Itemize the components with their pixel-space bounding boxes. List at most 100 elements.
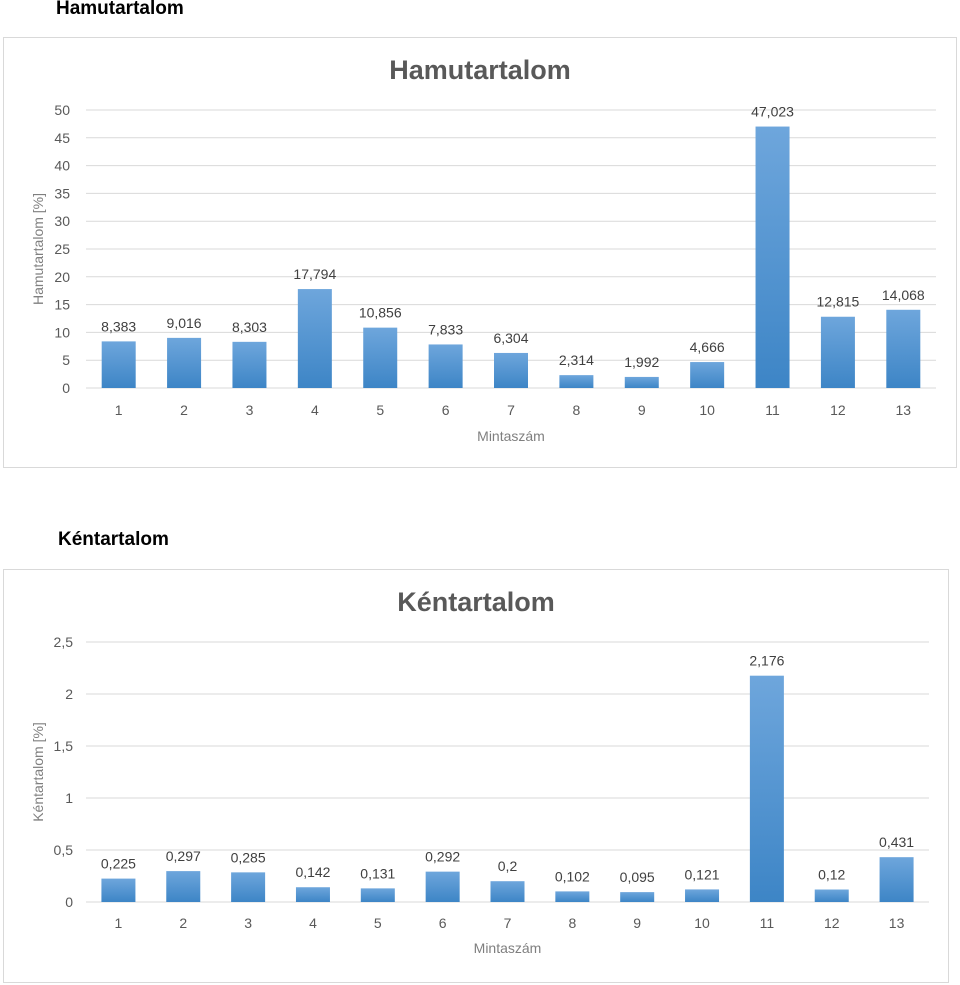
chart-2-data-label: 0,431 [879, 834, 914, 850]
chart-1-xtick-label: 12 [830, 402, 846, 418]
chart-1-ytick-label: 25 [54, 241, 70, 257]
chart-2-bar [685, 889, 720, 902]
chart-1-data-label: 8,383 [101, 318, 136, 334]
chart-2-xtick-label: 10 [694, 915, 710, 931]
chart-2-bar [101, 878, 136, 902]
chart-1-data-label: 1,992 [624, 354, 659, 370]
chart-2-ytick-label: 2,5 [54, 634, 74, 650]
chart-2-xtick-label: 5 [374, 915, 382, 931]
chart-1-xtick-label: 1 [115, 402, 123, 418]
chart-2-bar [749, 675, 784, 902]
chart-2-xlabel: Mintaszám [474, 940, 542, 956]
section-heading-hamutartalom: Hamutartalom [56, 0, 184, 19]
chart-1-bar [559, 375, 594, 388]
chart-2-bar [166, 871, 201, 902]
chart-1-ytick-label: 50 [54, 102, 70, 118]
chart-1-ytick-label: 0 [62, 380, 70, 396]
chart-2-data-label: 0,121 [685, 866, 720, 882]
chart-1-ylabel: Hamutartalom [%] [30, 193, 46, 305]
chart-1-ytick-label: 10 [54, 324, 70, 340]
chart-2-bar [360, 888, 395, 902]
chart-1-data-label: 12,815 [817, 294, 860, 310]
chart-1-bar [297, 289, 332, 388]
chart-2-bar [425, 871, 460, 902]
chart-1-data-label: 10,856 [359, 305, 402, 321]
chart-2-data-label: 2,176 [749, 653, 784, 669]
chart-1-xtick-label: 8 [572, 402, 580, 418]
chart-2-ytick-label: 0,5 [54, 842, 74, 858]
chart-1-bar [428, 344, 463, 388]
chart-2-xtick-label: 1 [115, 915, 123, 931]
chart-1-ytick-label: 20 [54, 269, 70, 285]
chart-2-ylabel: Kéntartalom [%] [30, 722, 46, 822]
chart-2-ytick-label: 1 [65, 790, 73, 806]
section-heading-kentartalom: Kéntartalom [58, 529, 169, 550]
chart-2-data-label: 0,285 [231, 849, 266, 865]
chart-frame-kentartalom [3, 569, 949, 983]
chart-2-bar [231, 872, 266, 902]
chart-2-xtick-label: 7 [504, 915, 512, 931]
chart-1-bar [886, 309, 921, 388]
chart-frame-hamutartalom [3, 37, 957, 468]
chart-1-title: Hamutartalom [389, 55, 571, 85]
chart-1-xtick-label: 9 [638, 402, 646, 418]
chart-1-bar [494, 352, 528, 388]
chart-2-xtick-label: 2 [179, 915, 187, 931]
chart-1-bar [167, 337, 202, 388]
chart-1-xtick-label: 5 [376, 402, 384, 418]
chart-1-data-label: 9,016 [167, 315, 202, 331]
chart-1-xtick-label: 4 [311, 402, 319, 418]
chart-2-xtick-label: 4 [309, 915, 317, 931]
chart-1-xtick-label: 3 [246, 402, 254, 418]
chart-1-xtick-label: 11 [765, 402, 780, 418]
chart-1-data-label: 47,023 [751, 104, 794, 120]
chart-1-bar [624, 376, 659, 388]
chart-1-xtick-label: 6 [442, 402, 450, 418]
chart-2-xtick-label: 8 [568, 915, 576, 931]
chart-2-data-label: 0,12 [818, 867, 845, 883]
chart-2-bar [814, 889, 849, 902]
chart-1-ytick-label: 40 [54, 158, 70, 174]
chart-2-xtick-label: 6 [439, 915, 447, 931]
chart-1-bar [690, 362, 725, 388]
chart-1-xtick-label: 7 [507, 402, 515, 418]
chart-2-title: Kéntartalom [397, 587, 555, 617]
chart-2-xtick-label: 9 [633, 915, 641, 931]
chart-2-bar [879, 857, 914, 902]
chart-2-bar [555, 891, 590, 902]
chart-2-data-label: 0,131 [360, 865, 395, 881]
chart-1-bar [755, 126, 790, 388]
chart-1-ytick-label: 35 [54, 185, 70, 201]
chart-2-data-label: 0,142 [295, 864, 330, 880]
chart-2-data-label: 0,2 [498, 858, 518, 874]
chart-1-bar [363, 327, 398, 388]
chart-1-ytick-label: 45 [54, 130, 70, 146]
chart-2-ytick-label: 1,5 [54, 738, 74, 754]
chart-1-data-label: 4,666 [690, 339, 725, 355]
chart-2-xtick-label: 3 [244, 915, 252, 931]
chart-2-data-label: 0,095 [620, 869, 655, 885]
chart-1-data-label: 6,304 [493, 330, 528, 346]
chart-1-xtick-label: 2 [180, 402, 188, 418]
chart-2-data-label: 0,292 [425, 849, 460, 865]
chart-1-xtick-label: 13 [896, 402, 912, 418]
chart-2-data-label: 0,102 [555, 868, 590, 884]
chart-2-data-label: 0,297 [166, 848, 201, 864]
chart-2-bar [295, 887, 330, 902]
chart-1-xtick-label: 10 [699, 402, 715, 418]
chart-2-xtick-label: 11 [760, 915, 775, 931]
chart-2-xtick-label: 13 [889, 915, 905, 931]
chart-1-ytick-label: 5 [62, 352, 70, 368]
chart-1-data-label: 2,314 [559, 352, 594, 368]
chart-2-data-label: 0,225 [101, 856, 136, 872]
chart-1-xlabel: Mintaszám [477, 428, 545, 444]
chart-1-data-label: 17,794 [293, 266, 336, 282]
chart-2-xtick-label: 12 [824, 915, 840, 931]
chart-1-data-label: 7,833 [428, 321, 463, 337]
chart-2-ytick-label: 0 [65, 894, 73, 910]
chart-1-ytick-label: 15 [54, 297, 70, 313]
chart-2-ytick-label: 2 [65, 686, 73, 702]
chart-1-bar [101, 341, 136, 388]
chart-1-data-label: 14,068 [882, 287, 925, 303]
